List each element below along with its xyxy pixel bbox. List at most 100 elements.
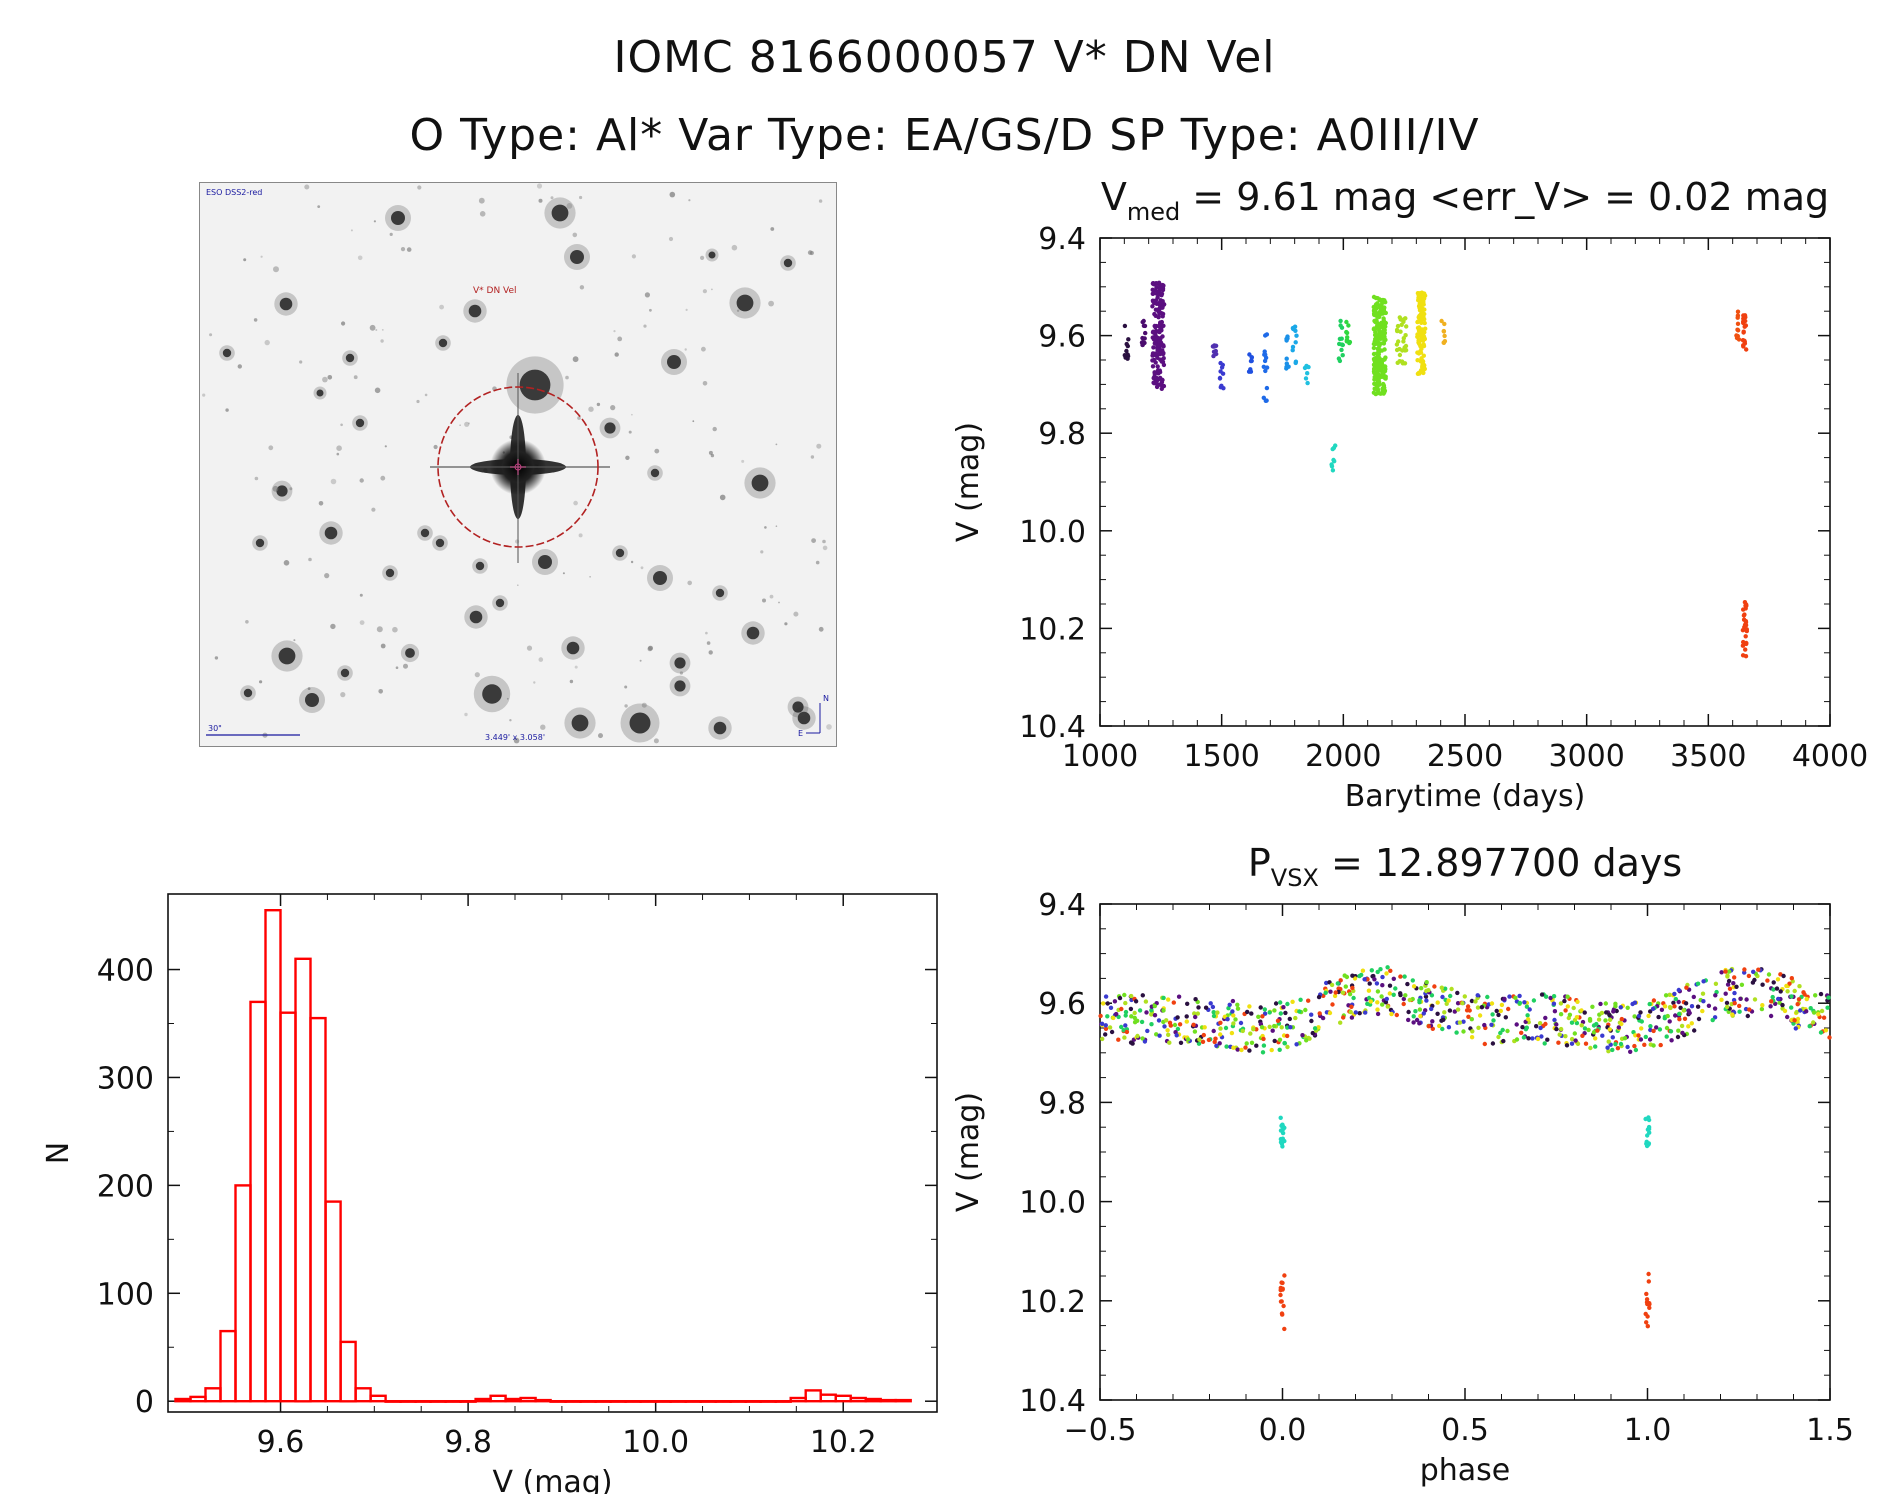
data-point <box>1826 995 1831 1000</box>
star-icon <box>305 693 319 707</box>
data-point <box>1797 984 1802 989</box>
star-halo <box>464 605 488 629</box>
data-point <box>1121 1028 1126 1033</box>
data-point <box>1734 335 1740 341</box>
data-point <box>1825 1005 1830 1010</box>
faint-star <box>237 364 242 369</box>
histogram-bar <box>474 1397 492 1403</box>
data-point <box>1403 343 1409 349</box>
data-point <box>1139 1019 1145 1025</box>
data-point <box>1379 361 1384 366</box>
data-point <box>1507 994 1512 999</box>
data-point <box>1312 1031 1317 1037</box>
data-point <box>1280 1286 1285 1291</box>
data-point <box>1482 1022 1487 1028</box>
data-point <box>1260 1033 1265 1039</box>
data-point <box>1418 349 1423 354</box>
x-tick-label: 9.8 <box>444 1425 492 1460</box>
data-point <box>1385 1004 1391 1009</box>
data-point <box>1494 1008 1499 1014</box>
data-point <box>1607 1027 1613 1032</box>
data-point <box>1288 1025 1293 1030</box>
data-point <box>1372 358 1378 363</box>
data-point <box>1723 969 1728 974</box>
faint-star <box>406 247 412 252</box>
data-point <box>1643 1311 1648 1317</box>
data-point <box>1375 390 1381 396</box>
star-icon <box>316 389 324 397</box>
data-point <box>1417 341 1422 347</box>
star-field <box>202 183 832 744</box>
data-point <box>1123 1023 1128 1028</box>
star-icon <box>715 588 725 598</box>
data-point <box>1157 325 1163 330</box>
data-point <box>1415 334 1420 339</box>
data-point <box>1269 1047 1274 1053</box>
x-axis-label: V (mag) <box>492 1465 612 1494</box>
data-point <box>1132 996 1137 1002</box>
data-point <box>1796 1024 1801 1030</box>
faint-star <box>598 733 603 739</box>
data-point <box>1648 1042 1654 1047</box>
data-point <box>1501 1038 1506 1044</box>
faint-star <box>731 244 738 251</box>
histogram-bar <box>339 1340 357 1403</box>
data-point <box>1662 1016 1668 1021</box>
data-point <box>1752 997 1758 1002</box>
data-point <box>1371 366 1377 372</box>
data-point <box>1380 297 1385 303</box>
data-point <box>1551 1002 1556 1007</box>
data-point <box>1359 972 1364 978</box>
data-point <box>1427 990 1432 995</box>
star-halo <box>352 415 368 431</box>
data-point <box>1794 1009 1799 1015</box>
data-point <box>1195 1011 1201 1016</box>
data-point <box>1109 1029 1115 1035</box>
star-icon <box>391 211 405 225</box>
data-point <box>1284 338 1289 343</box>
data-point <box>1151 337 1157 342</box>
data-point <box>1347 1009 1352 1014</box>
data-point <box>1351 995 1356 1001</box>
data-point <box>1197 1037 1202 1042</box>
y-tick-label: 9.4 <box>1038 888 1086 923</box>
data-point <box>1397 346 1402 352</box>
data-point <box>1272 1023 1277 1029</box>
data-point <box>1461 1029 1466 1034</box>
data-point <box>1417 1007 1423 1012</box>
data-point <box>1282 1040 1287 1046</box>
data-point <box>1663 993 1669 998</box>
data-point <box>1420 330 1426 335</box>
data-point <box>1164 1018 1169 1023</box>
data-point <box>1385 965 1390 970</box>
star-halo <box>712 585 728 601</box>
faint-star <box>533 681 536 684</box>
data-point <box>1403 348 1409 353</box>
data-point <box>1667 1005 1673 1010</box>
data-point <box>1485 994 1490 1000</box>
data-point <box>1263 368 1268 374</box>
data-point <box>1679 1023 1685 1029</box>
faint-star <box>822 539 826 544</box>
data-point <box>1381 357 1386 362</box>
data-point <box>1379 307 1385 313</box>
data-point <box>1821 1015 1827 1020</box>
data-point <box>1401 336 1407 341</box>
data-point <box>1229 1030 1235 1036</box>
data-point <box>1743 318 1748 324</box>
data-point <box>1578 1009 1583 1014</box>
data-point <box>1419 986 1424 991</box>
data-point <box>1122 992 1127 998</box>
data-point <box>1374 340 1380 345</box>
data-point <box>1645 1127 1651 1132</box>
data-point <box>1152 374 1157 379</box>
data-point <box>1282 1273 1287 1278</box>
data-point <box>1646 1271 1651 1277</box>
data-point <box>1177 1022 1183 1027</box>
faint-star <box>380 475 386 481</box>
main-title: IOMC 8166000057 V* DN Vel <box>613 32 1276 83</box>
data-point <box>1160 359 1166 365</box>
faint-star <box>513 737 520 744</box>
data-point <box>1665 1013 1670 1019</box>
